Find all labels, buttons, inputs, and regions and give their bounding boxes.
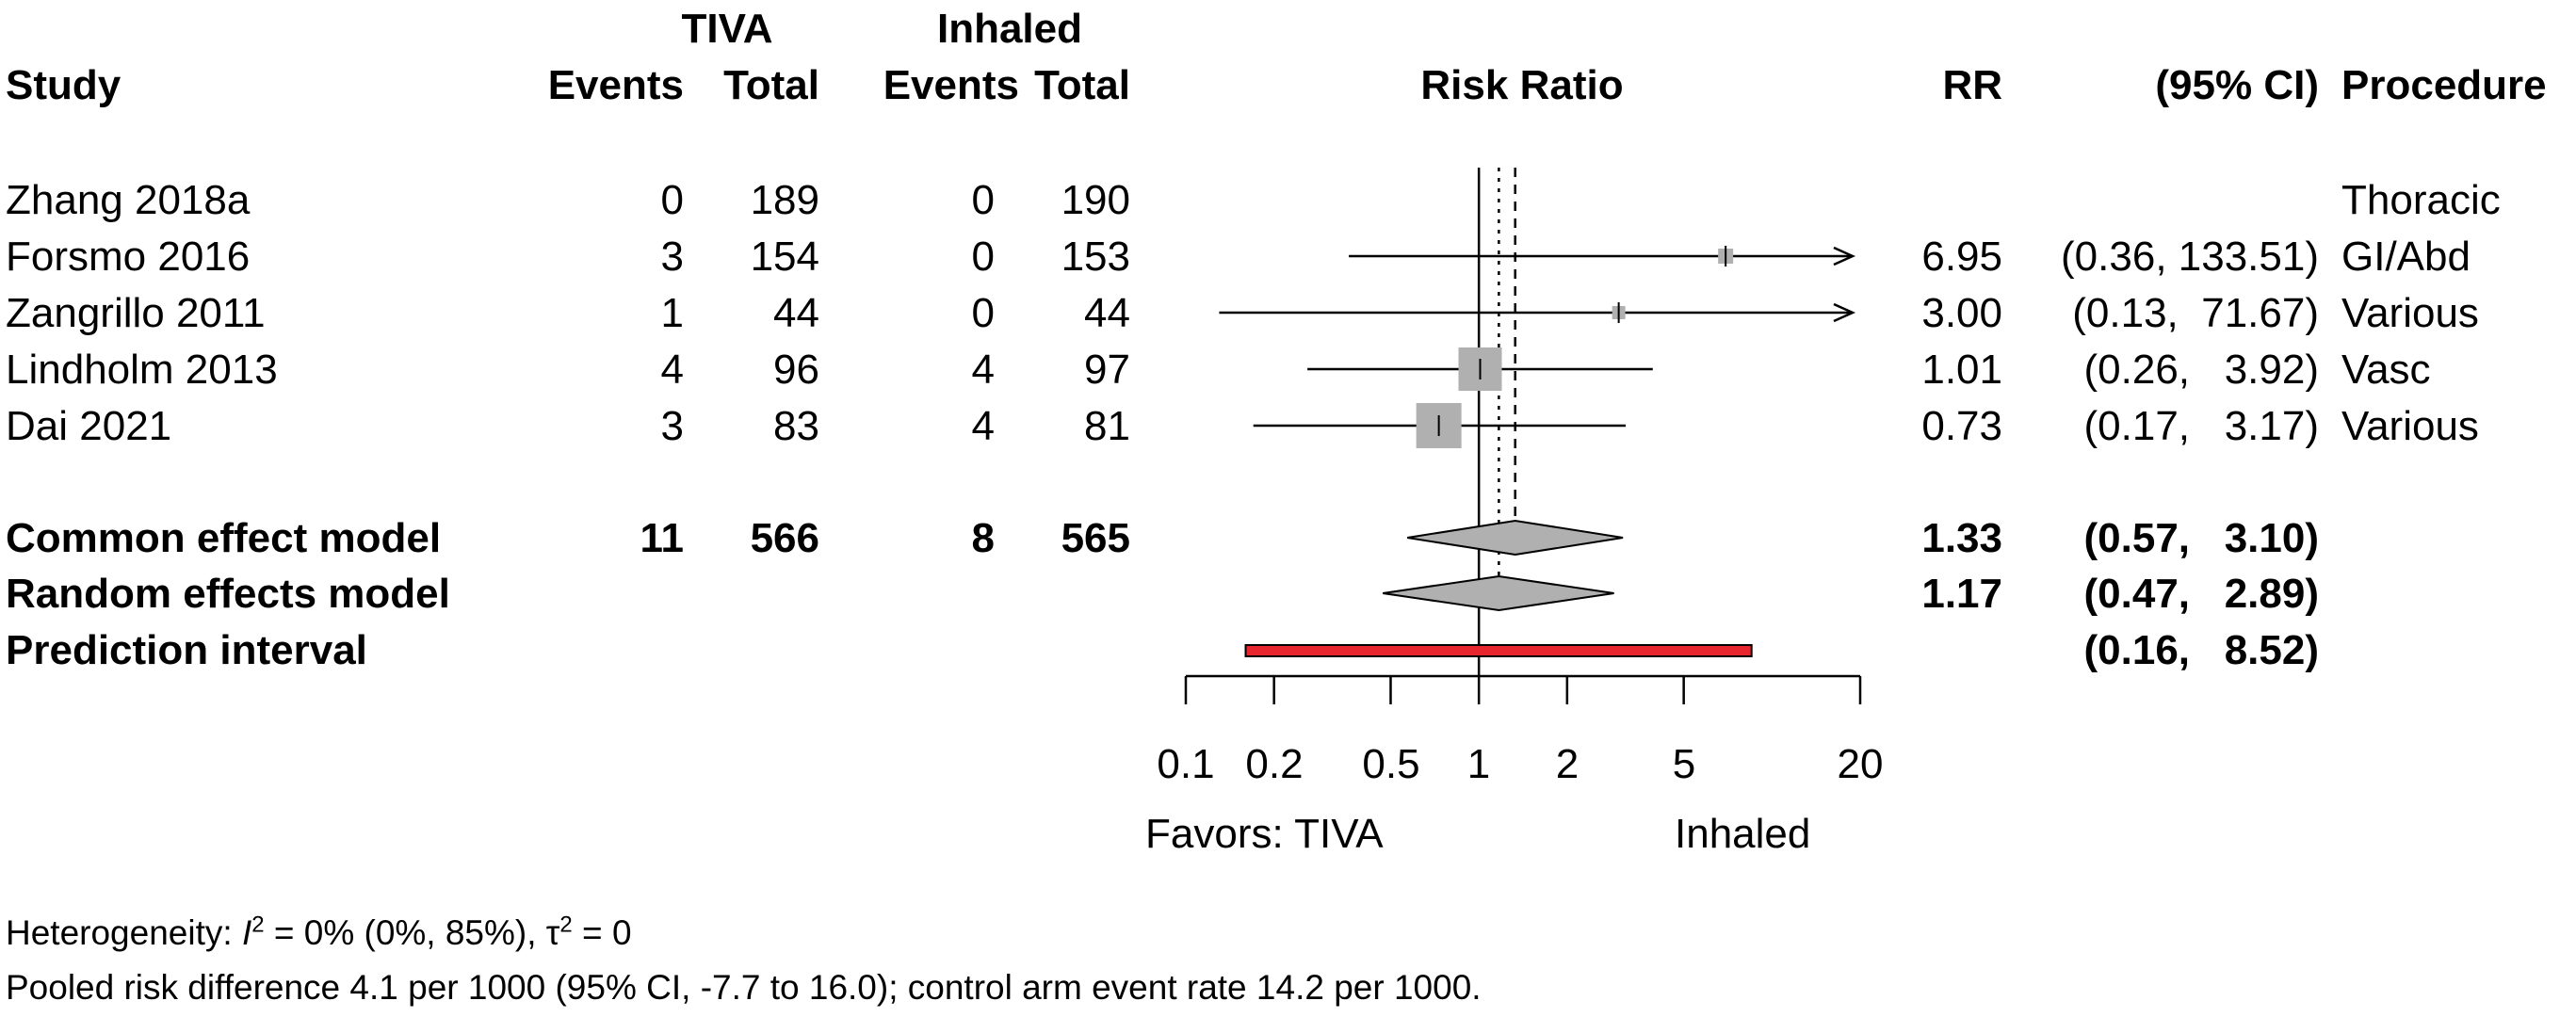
x-axis-tick-labels: 0.1 0.2 0.5 1 2 5 20	[1157, 741, 1883, 787]
tiva-events: 3	[661, 234, 684, 280]
ci-arrow-icon	[1833, 246, 1856, 266]
study-name: Lindholm 2013	[6, 347, 278, 393]
rr-value: 1.17	[1921, 571, 2002, 617]
study-row: Dai 2021 3 83 4 81 0.73 (0.17, 3.17) Var…	[6, 403, 2479, 449]
tiva-events: 0	[661, 177, 684, 223]
tiva-events: 3	[661, 403, 684, 449]
header-tiva-events: Events	[548, 62, 684, 108]
header-ci: (95% CI)	[2155, 62, 2319, 108]
procedure: Various	[2341, 403, 2479, 449]
study-row: Lindholm 2013 4 96 4 97 1.01 (0.26, 3.92…	[6, 347, 2431, 393]
tiva-total: 154	[751, 234, 819, 280]
header-group-inhaled: Inhaled	[937, 6, 1082, 52]
tick-label: 5	[1673, 741, 1695, 787]
tiva-events: 1	[661, 290, 684, 336]
rr-value: 0.73	[1921, 403, 2002, 449]
prediction-interval-bar	[1244, 644, 1753, 657]
plot-area	[1184, 168, 1862, 704]
summary-name: Prediction interval	[6, 627, 367, 673]
tick-label: 1	[1467, 741, 1490, 787]
ci-value: (0.26, 3.92)	[2084, 347, 2319, 393]
procedure: Vasc	[2341, 347, 2431, 393]
procedure: Thoracic	[2341, 177, 2501, 223]
ci-value: (0.17, 3.17)	[2084, 403, 2319, 449]
summary-name: Random effects model	[6, 571, 450, 617]
tiva-events: 4	[661, 347, 684, 393]
summary-row-common: Common effect model 11 566 8 565 1.33 (0…	[6, 515, 2319, 561]
summary-name: Common effect model	[6, 515, 441, 561]
favors-tiva-label: Favors: TIVA	[1145, 811, 1384, 857]
heterogeneity-line: Heterogeneity: I2 = 0% (0%, 85%), τ2 = 0	[6, 912, 632, 952]
inhaled-events: 4	[972, 403, 995, 449]
tick-label: 20	[1838, 741, 1884, 787]
favors-inhaled-label: Inhaled	[1675, 811, 1810, 857]
study-name: Forsmo 2016	[6, 234, 250, 280]
tick-label: 0.1	[1157, 741, 1214, 787]
inhaled-events: 0	[972, 177, 995, 223]
study-name: Zangrillo 2011	[6, 290, 266, 336]
summary-row-prediction: Prediction interval (0.16, 8.52)	[6, 627, 2319, 673]
tiva-total: 83	[773, 403, 819, 449]
tiva-total: 44	[773, 290, 819, 336]
inhaled-events: 0	[972, 290, 995, 336]
tiva-events: 11	[640, 515, 684, 561]
inhaled-total: 153	[1061, 234, 1130, 280]
ci-arrow-icon	[1833, 302, 1856, 323]
inhaled-total: 44	[1084, 290, 1130, 336]
study-row: Zangrillo 2011 1 44 0 44 3.00 (0.13, 71.…	[6, 290, 2479, 336]
random-effects-diamond	[1382, 574, 1614, 612]
rr-value: 1.33	[1921, 515, 2002, 561]
rr-value: 1.01	[1921, 347, 2002, 393]
ci-value: (0.13, 71.67)	[2072, 290, 2319, 336]
inhaled-total: 565	[1061, 515, 1130, 561]
header-inhaled-events: Events	[883, 62, 1019, 108]
inhaled-total: 97	[1084, 347, 1130, 393]
header-inhaled-total: Total	[1034, 62, 1130, 108]
tick-label: 0.2	[1245, 741, 1303, 787]
header-study: Study	[6, 62, 122, 108]
header-group-tiva: TIVA	[682, 6, 773, 52]
ci-value: (0.57, 3.10)	[2084, 515, 2319, 561]
summary-row-random: Random effects model 1.17 (0.47, 2.89)	[6, 571, 2319, 617]
inhaled-total: 81	[1084, 403, 1130, 449]
tiva-total: 566	[751, 515, 819, 561]
study-name: Zhang 2018a	[6, 177, 251, 223]
inhaled-events: 0	[972, 234, 995, 280]
header-procedure: Procedure	[2341, 62, 2547, 108]
procedure: GI/Abd	[2341, 234, 2471, 280]
header-tiva-total: Total	[723, 62, 819, 108]
tiva-total: 96	[773, 347, 819, 393]
pooled-risk-difference-note: Pooled risk difference 4.1 per 1000 (95%…	[6, 968, 1482, 1007]
study-row: Forsmo 2016 3 154 0 153 6.95 (0.36, 133.…	[6, 234, 2471, 280]
tiva-total: 189	[751, 177, 819, 223]
common-effect-diamond	[1407, 519, 1624, 557]
rr-value: 3.00	[1921, 290, 2002, 336]
study-row: Zhang 2018a 0 189 0 190 Thoracic	[6, 177, 2501, 223]
ci-value: (0.36, 133.51)	[2061, 234, 2319, 280]
procedure: Various	[2341, 290, 2479, 336]
study-name: Dai 2021	[6, 403, 171, 449]
header-rr: RR	[1942, 62, 2002, 108]
tick-label: 2	[1556, 741, 1579, 787]
ci-value: (0.47, 2.89)	[2084, 571, 2319, 617]
rr-value: 6.95	[1921, 234, 2002, 280]
header-risk-ratio: Risk Ratio	[1420, 62, 1623, 108]
inhaled-total: 190	[1061, 177, 1130, 223]
ci-value: (0.16, 8.52)	[2084, 627, 2319, 673]
tick-label: 0.5	[1362, 741, 1419, 787]
inhaled-events: 8	[972, 515, 995, 561]
inhaled-events: 4	[972, 347, 995, 393]
